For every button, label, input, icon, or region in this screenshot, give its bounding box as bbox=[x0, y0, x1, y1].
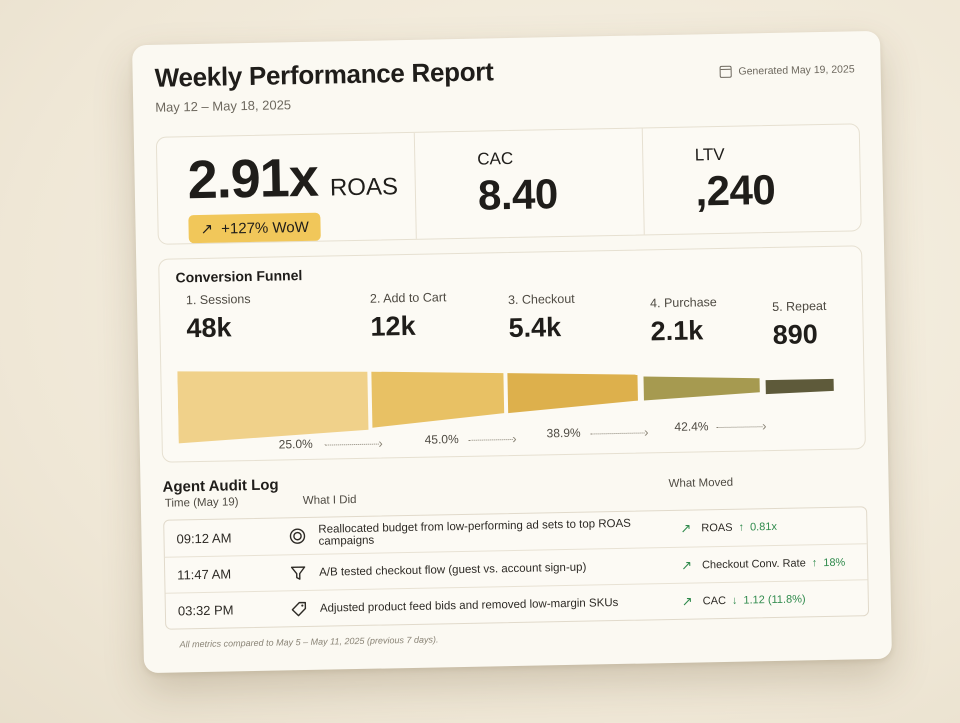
conversion-funnel: Conversion Funnel 1. Sessions 48k 2. Add… bbox=[158, 245, 866, 463]
ltv-label: LTV bbox=[694, 144, 725, 165]
calendar-icon bbox=[719, 65, 732, 78]
ltv-value: ,240 bbox=[694, 165, 776, 215]
funnel-bar-add-to-cart bbox=[371, 371, 505, 428]
row-action: A/B tested checkout flow (guest vs. acco… bbox=[319, 561, 587, 579]
audit-table: 09:12 AM Reallocated budget from low-per… bbox=[163, 506, 870, 630]
wow-badge: ↗ +127% WoW bbox=[188, 212, 322, 244]
tag-icon bbox=[284, 600, 314, 617]
trend-up-icon: ↗ bbox=[680, 520, 692, 536]
target-icon bbox=[282, 528, 312, 545]
row-time: 09:12 AM bbox=[176, 529, 232, 546]
wow-value: +127% WoW bbox=[220, 218, 309, 238]
table-row[interactable]: 03:32 PM Adjusted product feed bids and … bbox=[165, 579, 869, 629]
table-row[interactable]: 09:12 AM Reallocated budget from low-per… bbox=[164, 507, 867, 556]
trend-up-icon: ↗ bbox=[200, 220, 214, 238]
roas-value: 2.91x bbox=[187, 147, 319, 211]
header-moved: What Moved bbox=[668, 476, 734, 491]
funnel-bars bbox=[177, 371, 834, 444]
funnel-icon bbox=[283, 564, 313, 581]
moved-delta: 0.81x bbox=[749, 520, 778, 534]
funnel-bar-checkout bbox=[507, 373, 638, 414]
footnote: All metrics compared to May 5 – May 11, … bbox=[179, 634, 439, 650]
moved-direction: ↓ bbox=[731, 594, 738, 607]
row-moved: ↗ ROAS ↑ 0.81x bbox=[680, 517, 866, 537]
conversion-rate: 45.0% bbox=[424, 432, 459, 447]
cac-label: CAC bbox=[477, 148, 514, 169]
moved-metric: Checkout Conv. Rate bbox=[701, 556, 806, 571]
cac-value: 8.40 bbox=[477, 170, 559, 219]
report-header: Weekly Performance Report May 12 – May 1… bbox=[154, 49, 859, 137]
conversion-rate: 25.0% bbox=[278, 436, 313, 452]
kpi-cac: CAC 8.40 bbox=[415, 128, 643, 238]
kpi-panel: 2.91x ROAS ↗ +127% WoW CAC 8.40 LTV ,240 bbox=[155, 123, 862, 245]
moved-delta: 1.12 (11.8%) bbox=[743, 592, 806, 607]
row-action: Reallocated budget from low-performing a… bbox=[318, 517, 632, 548]
moved-direction: ↑ bbox=[811, 556, 818, 569]
header-time: Time (May 19) bbox=[164, 496, 239, 510]
table-row[interactable]: 11:47 AM A/B tested checkout flow (guest… bbox=[164, 543, 868, 593]
row-moved: ↗ Checkout Conv. Rate ↑ 18% bbox=[681, 554, 867, 574]
kpi-roas: 2.91x ROAS ↗ +127% WoW bbox=[156, 132, 417, 244]
conversion-rate: 42.4% bbox=[674, 419, 709, 434]
roas-label: ROAS bbox=[329, 173, 399, 202]
moved-metric: ROAS bbox=[701, 521, 733, 535]
funnel-bar-repeat bbox=[765, 378, 834, 395]
trend-up-icon: ↗ bbox=[681, 593, 693, 609]
funnel-stages: 1. Sessions 48k 2. Add to Cart 12k 3. Ch… bbox=[176, 273, 849, 456]
row-time: 11:47 AM bbox=[177, 566, 232, 583]
audit-log: Agent Audit Log Time (May 19) What I Did… bbox=[162, 465, 870, 650]
funnel-bar-sessions bbox=[177, 371, 369, 444]
funnel-bar-purchase bbox=[643, 376, 760, 401]
generated-label: Generated May 19, 2025 bbox=[738, 63, 855, 78]
moved-metric: CAC bbox=[702, 594, 727, 607]
report-card: Weekly Performance Report May 12 – May 1… bbox=[132, 30, 892, 674]
conversion-rate: 38.9% bbox=[546, 425, 581, 441]
row-moved: ↗ CAC ↓ 1.12 (11.8%) bbox=[682, 590, 868, 610]
moved-direction: ↑ bbox=[738, 521, 745, 534]
moved-delta: 18% bbox=[823, 556, 846, 569]
trend-up-icon: ↗ bbox=[680, 557, 693, 573]
header-what: What I Did bbox=[302, 494, 357, 508]
row-time: 03:32 PM bbox=[177, 602, 234, 619]
kpi-ltv: LTV ,240 bbox=[641, 124, 861, 235]
row-action: Adjusted product feed bids and removed l… bbox=[319, 596, 619, 615]
